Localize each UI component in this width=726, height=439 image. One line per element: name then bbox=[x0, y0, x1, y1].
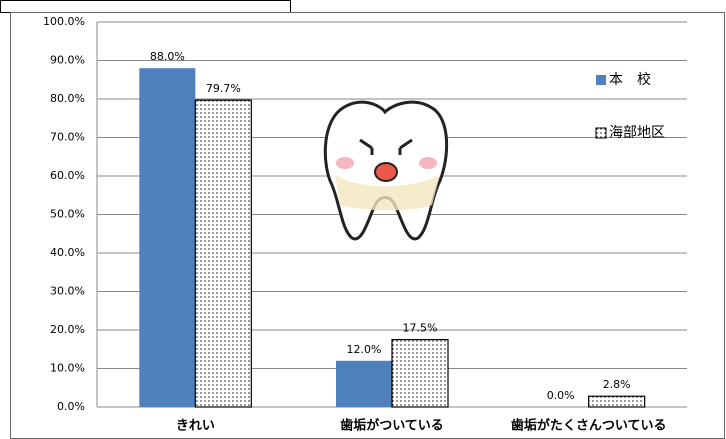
bar bbox=[336, 361, 392, 407]
value-label: 79.7% bbox=[206, 82, 241, 95]
bar bbox=[589, 396, 645, 407]
bar bbox=[392, 340, 448, 407]
y-tick-label: 30.0% bbox=[50, 285, 85, 298]
header-box bbox=[1, 1, 291, 13]
legend-label: 海部地区 bbox=[609, 125, 665, 141]
x-tick-label: きれい bbox=[176, 419, 215, 434]
value-label: 17.5% bbox=[403, 322, 438, 335]
x-tick-label: 歯垢がたくさんついている bbox=[511, 418, 667, 434]
value-label: 88.0% bbox=[150, 50, 185, 63]
y-tick-label: 20.0% bbox=[50, 323, 85, 336]
legend-swatch bbox=[596, 128, 606, 138]
y-tick-label: 50.0% bbox=[50, 208, 85, 221]
y-tick-label: 10.0% bbox=[50, 362, 85, 375]
y-tick-label: 80.0% bbox=[50, 92, 85, 105]
tooth-illustration bbox=[325, 102, 446, 239]
bar bbox=[195, 100, 251, 407]
y-tick-label: 0.0% bbox=[57, 400, 85, 413]
y-tick-label: 60.0% bbox=[50, 169, 85, 182]
value-label: 0.0% bbox=[547, 389, 575, 402]
y-tick-label: 70.0% bbox=[50, 131, 85, 144]
bar bbox=[139, 68, 195, 407]
legend-swatch bbox=[596, 75, 606, 85]
y-tick-label: 40.0% bbox=[50, 246, 85, 259]
value-label: 2.8% bbox=[603, 378, 631, 391]
x-tick-label: 歯垢がついている bbox=[340, 418, 444, 434]
value-label: 12.0% bbox=[347, 343, 382, 356]
y-tick-label: 90.0% bbox=[50, 54, 85, 67]
chart: 0.0% 10.0% 20.0% 30.0% 40.0% 50.0% 60.0% 70.0% 8… bbox=[0, 0, 726, 439]
y-tick-label: 100.0% bbox=[43, 15, 85, 28]
legend-label: 本 校 bbox=[609, 71, 651, 88]
page: {"chart_data": {"type": "bar", "categori… bbox=[0, 0, 726, 439]
